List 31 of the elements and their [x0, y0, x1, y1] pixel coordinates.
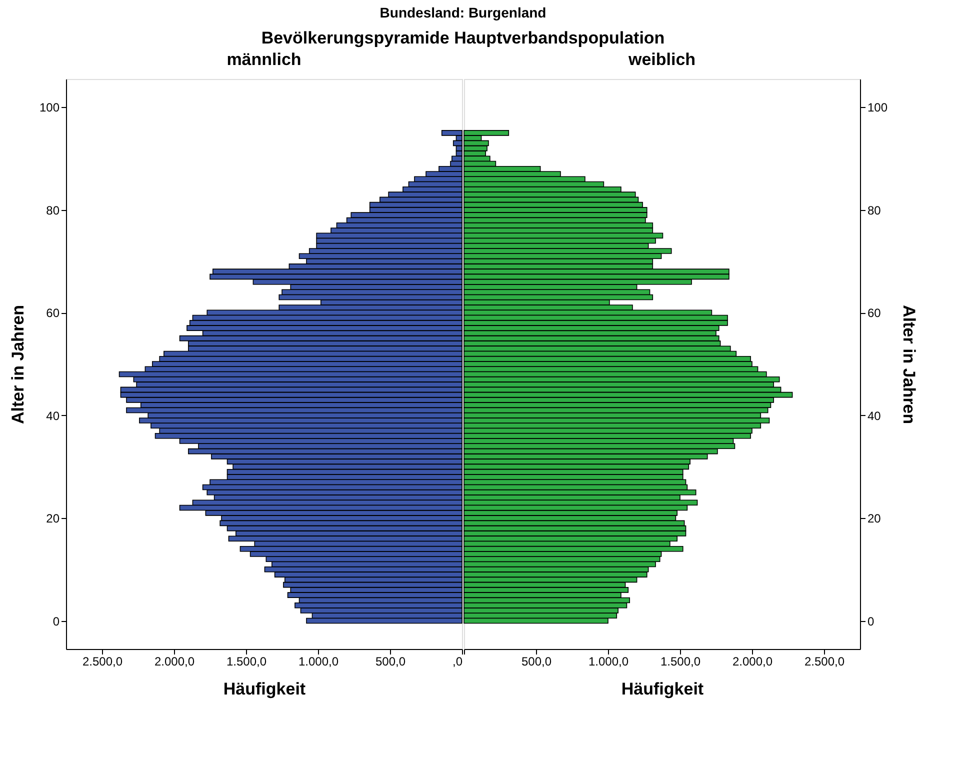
y-tick-label: 80	[46, 203, 60, 218]
x-tick-label: 2.500,0	[82, 654, 123, 668]
y-axis-title: Alter in Jahren	[900, 304, 919, 424]
x-tick-label: 1.000,0	[298, 654, 339, 668]
y-axis-title: Alter in Jahren	[8, 304, 28, 424]
y-tick-label: 0	[52, 614, 60, 628]
y-tick-label: 40	[46, 408, 60, 423]
y-tick-label: 100	[39, 100, 60, 115]
x-tick-label: 1.500,0	[660, 654, 701, 668]
x-axis-title: Häufigkeit	[621, 680, 704, 698]
x-tick-label: 2.000,0	[732, 654, 773, 668]
y-tick-label: 20	[46, 512, 60, 526]
text: weiblich	[627, 50, 696, 69]
x-tick-label: 1.500,0	[226, 654, 267, 668]
y-tick-label: 20	[868, 512, 882, 526]
x-tick-label: 2.000,0	[154, 654, 195, 668]
x-axis-title: Häufigkeit	[223, 680, 306, 698]
x-tick-label: 2.500,0	[804, 654, 845, 668]
x-tick-label: 1.000,0	[588, 654, 629, 668]
y-tick-label: 60	[868, 306, 882, 320]
y-tick-label: 80	[868, 203, 882, 218]
x-tick-label: ,0	[452, 654, 463, 668]
text: männlich	[226, 50, 302, 69]
y-tick-label: 100	[868, 100, 888, 115]
y-tick-label: 0	[868, 614, 874, 628]
x-tick-label: 500,0	[375, 654, 406, 668]
y-tick-label: 40	[868, 408, 882, 423]
y-tick-label: 60	[46, 306, 60, 320]
chart-subtitle: Bevölkerungspyramide Hauptverbandspopulation	[261, 28, 665, 48]
chart-title: Bundesland: Burgenland	[380, 4, 546, 20]
x-tick-label: 500,0	[521, 654, 552, 668]
